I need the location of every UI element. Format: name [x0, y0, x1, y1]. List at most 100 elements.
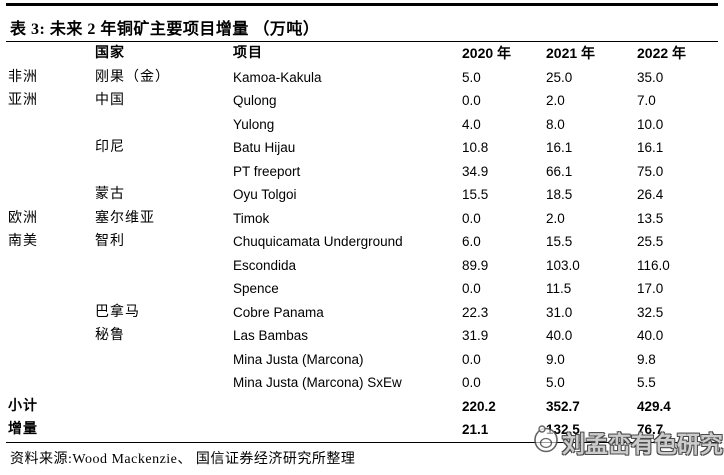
value-2020: 10.8	[462, 140, 489, 155]
value-2022: 75.0	[637, 163, 664, 179]
project-cell: Escondida	[233, 257, 297, 273]
country-cell	[95, 277, 233, 301]
increment-label: 增量	[8, 422, 38, 437]
value-2021: 103.0	[546, 257, 580, 273]
value-2021: 31.0	[546, 304, 573, 320]
value-2020: 0.0	[462, 210, 481, 226]
subtotal-2022: 429.4	[637, 398, 671, 414]
value-2021: 40.0	[546, 328, 573, 343]
subtotal-row: 小计 220.2 352.7 429.4	[0, 395, 724, 419]
region-cell: 欧洲	[8, 210, 38, 226]
header-top-rule	[6, 41, 718, 42]
country-cell: 刚果（金）	[95, 69, 170, 85]
value-2022: 40.0	[637, 328, 664, 343]
value-2021: 5.0	[546, 375, 565, 390]
country-cell: 塞尔维亚	[95, 210, 155, 226]
value-2020: 31.9	[462, 328, 489, 343]
value-2022: 35.0	[637, 69, 664, 85]
country-cell	[95, 113, 233, 137]
table-row: 蒙古 Oyu Tolgoi 15.5 18.5 26.4	[0, 183, 724, 207]
value-2021: 15.5	[546, 234, 573, 249]
value-2021: 9.0	[546, 351, 565, 367]
region-cell	[8, 113, 95, 137]
table-row: 亚洲 中国 Qulong 0.0 2.0 7.0	[0, 89, 724, 113]
header-project: 项目	[233, 46, 263, 61]
project-cell: Batu Hijau	[233, 140, 296, 155]
value-2021: 66.1	[546, 163, 573, 179]
value-2021: 8.0	[546, 116, 565, 132]
table-row: PT freeport 34.9 66.1 75.0	[0, 160, 724, 184]
country-cell	[95, 371, 233, 395]
empty-cell	[233, 395, 462, 419]
table-bottom-rule	[6, 441, 718, 443]
project-cell: PT freeport	[233, 163, 301, 179]
country-cell	[95, 348, 233, 372]
table-row: Spence 0.0 11.5 17.0	[0, 277, 724, 301]
value-2022: 25.5	[637, 234, 664, 249]
value-2021: 18.5	[546, 187, 573, 202]
value-2021: 2.0	[546, 210, 565, 226]
project-cell: Qulong	[233, 93, 277, 108]
subtotal-label: 小计	[8, 398, 38, 414]
country-cell: 蒙古	[95, 187, 125, 202]
region-cell	[8, 277, 95, 301]
country-cell	[95, 254, 233, 278]
country-cell	[95, 160, 233, 184]
project-cell: Mina Justa (Marcona) SxEw	[233, 375, 402, 390]
header-year-2022: 2022 年	[637, 45, 687, 61]
value-2020: 0.0	[462, 375, 481, 390]
value-2022: 17.0	[637, 281, 664, 296]
value-2022: 16.1	[637, 140, 664, 155]
header-region	[8, 42, 95, 66]
country-cell: 印尼	[95, 140, 125, 155]
table-row: Yulong 4.0 8.0 10.0	[0, 113, 724, 137]
value-2020: 0.0	[462, 281, 481, 296]
empty-cell	[95, 395, 233, 419]
value-2021: 11.5	[546, 281, 572, 296]
table-row: 欧洲 塞尔维亚 Timok 0.0 2.0 13.5	[0, 207, 724, 231]
region-cell	[8, 348, 95, 372]
value-2020: 22.3	[462, 304, 489, 320]
value-2022: 9.8	[637, 351, 656, 367]
project-cell: Cobre Panama	[233, 304, 324, 320]
region-cell	[8, 136, 95, 160]
region-cell: 南美	[8, 234, 38, 249]
value-2020: 5.0	[462, 69, 481, 85]
region-cell	[8, 301, 95, 325]
table-row: 印尼 Batu Hijau 10.8 16.1 16.1	[0, 136, 724, 160]
region-cell	[8, 183, 95, 207]
country-cell: 智利	[95, 234, 125, 249]
header-year-2020: 2020 年	[462, 45, 512, 61]
empty-cell	[95, 418, 233, 442]
region-cell	[8, 160, 95, 184]
value-2020: 15.5	[462, 187, 489, 202]
country-cell: 中国	[95, 93, 125, 108]
project-cell: Kamoa-Kakula	[233, 69, 322, 85]
value-2021: 2.0	[546, 93, 565, 108]
copper-projects-table: 国家 项目 2020 年 2021 年 2022 年 非洲 刚果（金） Kamo…	[0, 42, 724, 442]
value-2020: 4.0	[462, 116, 481, 132]
table-row: 非洲 刚果（金） Kamoa-Kakula 5.0 25.0 35.0	[0, 66, 724, 90]
region-cell	[8, 324, 95, 348]
increment-2021: 132.5	[546, 422, 580, 437]
header-year-2021: 2021 年	[546, 45, 596, 61]
value-2022: 5.5	[637, 375, 656, 390]
empty-cell	[233, 418, 462, 442]
table-header-row: 国家 项目 2020 年 2021 年 2022 年	[0, 42, 724, 66]
increment-2020: 21.1	[462, 422, 489, 437]
region-cell	[8, 254, 95, 278]
value-2020: 89.9	[462, 257, 489, 273]
subtotal-2020: 220.2	[462, 398, 496, 414]
value-2020: 0.0	[462, 351, 481, 367]
country-cell: 巴拿马	[95, 304, 140, 320]
value-2021: 16.1	[546, 140, 573, 155]
top-border-rule	[6, 3, 718, 6]
table-row: 南美 智利 Chuquicamata Underground 6.0 15.5 …	[0, 230, 724, 254]
table-row: Escondida 89.9 103.0 116.0	[0, 254, 724, 278]
value-2022: 26.4	[637, 187, 664, 202]
value-2020: 0.0	[462, 93, 481, 108]
header-country: 国家	[95, 46, 125, 61]
source-note: 资料来源:Wood Mackenzie、 国信证券经济研究所整理	[10, 451, 356, 467]
value-2020: 34.9	[462, 163, 489, 179]
project-cell: Spence	[233, 281, 279, 296]
